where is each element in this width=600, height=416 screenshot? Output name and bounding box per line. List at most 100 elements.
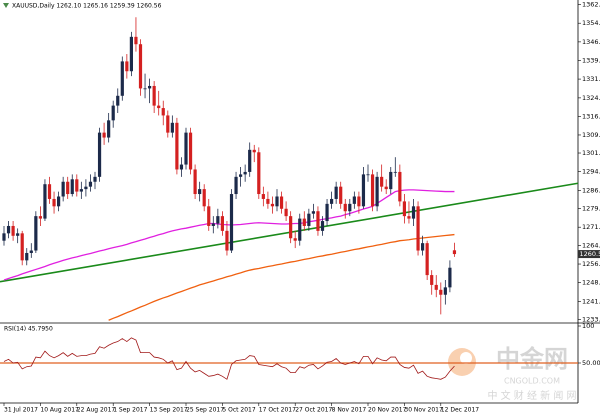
- y-tick-label: 1233.90: [582, 316, 600, 324]
- candle-body: [143, 88, 147, 90]
- watermark-site: CNGOLD.COM: [504, 377, 560, 386]
- candle-body: [20, 233, 24, 261]
- candle-body: [148, 85, 152, 89]
- y-tick-label: 1331.80: [582, 75, 600, 83]
- x-tick-label: 12 Dec 2017: [441, 407, 480, 414]
- candle-body: [225, 230, 229, 251]
- watermark-brand: 中金网: [496, 345, 568, 373]
- candle-body: [198, 189, 202, 195]
- candle-body: [375, 176, 379, 207]
- y-tick-label: 1362.10: [582, 1, 600, 9]
- y-tick-label: 1271.50: [582, 223, 600, 231]
- candle-body: [252, 149, 256, 153]
- candle-body: [425, 243, 429, 276]
- candle-body: [188, 132, 193, 170]
- candle-body: [66, 181, 70, 195]
- y-tick-label: 1248.90: [582, 279, 600, 287]
- candle-body: [293, 238, 297, 241]
- candle-body: [202, 189, 206, 207]
- candle-body: [216, 216, 220, 224]
- moving-average: [3, 189, 455, 281]
- candle-body: [261, 194, 265, 199]
- candle-body: [411, 206, 416, 219]
- candle-body: [116, 95, 120, 106]
- candle-body: [384, 186, 388, 190]
- candle-body: [57, 196, 61, 207]
- candle-body: [152, 85, 156, 106]
- candle-body: [316, 211, 320, 231]
- candle-body: [370, 174, 375, 207]
- x-tick-label: 1 Sep 2017: [113, 407, 147, 414]
- candle-body: [111, 105, 115, 121]
- candle-body: [257, 152, 261, 195]
- candle-body: [166, 115, 170, 133]
- candle-body: [125, 61, 129, 72]
- y-tick-label: 1309.05: [582, 131, 600, 139]
- moving-average: [108, 233, 455, 321]
- x-tick-label: 8 Nov 2017: [332, 407, 367, 414]
- candle-body: [348, 203, 352, 212]
- chart-title: XAUUSD,Daily 1262.10 1265.16 1259.39 126…: [12, 3, 162, 10]
- candle-body: [129, 36, 133, 72]
- x-tick-label: 27 Oct 2017: [295, 407, 332, 414]
- x-tick-label: 31 Jul 2017: [4, 407, 38, 414]
- candle-body: [398, 171, 402, 202]
- y-tick-label: 1346.95: [582, 38, 600, 46]
- candle-body: [284, 208, 288, 217]
- candle-body: [157, 105, 161, 109]
- candle-body: [207, 206, 211, 226]
- price-label: 1260.56: [580, 250, 600, 258]
- candle-body: [239, 174, 243, 177]
- candle-body: [52, 198, 56, 207]
- candle-body: [102, 132, 106, 138]
- candle-body: [416, 206, 420, 251]
- candle-body: [439, 289, 443, 295]
- candle-body: [234, 176, 238, 195]
- candle-body: [380, 176, 384, 187]
- y-tick-label: 1264.10: [582, 241, 600, 249]
- y-tick-label: 1241.30: [582, 297, 600, 305]
- candle-body: [434, 284, 438, 290]
- trendline: [0, 182, 579, 283]
- candle-body: [361, 174, 366, 207]
- y-tick-label: 1354.55: [582, 19, 600, 27]
- candle-body: [220, 216, 224, 231]
- watermark-logo-inner: [460, 352, 472, 364]
- candle-body: [352, 196, 356, 204]
- y-tick-label: 1324.15: [582, 94, 600, 102]
- candle-body: [170, 122, 174, 133]
- candle-body: [34, 216, 38, 251]
- candle-body: [402, 201, 406, 217]
- candle-body: [25, 252, 29, 261]
- candle-body: [407, 216, 411, 219]
- y-tick-label: 1294.10: [582, 168, 600, 176]
- rsi-line: [3, 337, 455, 380]
- header-icon: [3, 3, 9, 8]
- candle-body: [84, 186, 88, 190]
- rsi-tick-label: 100: [582, 322, 594, 330]
- x-tick-label: 13 Sep 2017: [150, 407, 188, 414]
- candle-body: [134, 36, 138, 45]
- x-tick-label: 5 Oct 2017: [222, 407, 255, 414]
- y-tick-label: 1301.70: [582, 149, 600, 157]
- candle-body: [179, 164, 184, 170]
- candle-body: [29, 250, 33, 253]
- candle-body: [75, 179, 79, 192]
- candle-body: [366, 174, 370, 176]
- y-tick-label: 1286.50: [582, 186, 600, 194]
- x-tick-label: 20 Nov 2017: [368, 407, 407, 414]
- watermark-slogan: 中 文 财 经 新 闻 网: [487, 389, 576, 402]
- candle-body: [289, 216, 293, 239]
- x-tick-label: 17 Oct 2017: [259, 407, 296, 414]
- candle-body: [107, 120, 111, 138]
- candle-body: [357, 196, 361, 207]
- candle-body: [43, 184, 47, 219]
- candle-body: [421, 243, 425, 251]
- y-tick-label: 1339.35: [582, 57, 600, 65]
- candle-body: [93, 176, 97, 182]
- candle-body: [298, 218, 302, 241]
- candle-body: [248, 149, 252, 172]
- candle-body: [389, 171, 393, 190]
- y-tick-label: 1316.60: [582, 112, 600, 120]
- candle-body: [11, 225, 15, 236]
